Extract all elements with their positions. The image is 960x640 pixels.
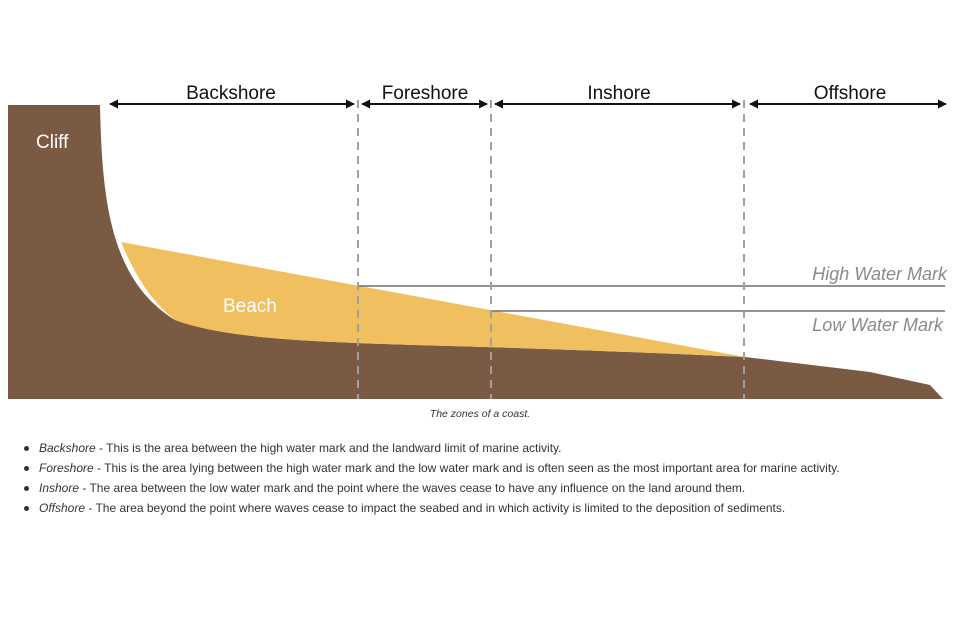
definition-item-foreshore: Foreshore - This is the area lying betwe… [22,458,840,478]
beach-shape [121,242,745,357]
definition-item-inshore: Inshore - The area between the low water… [22,478,840,498]
cliff-and-seabed-shape [8,105,943,399]
definition-term: Offshore [39,501,86,515]
zone-definitions-list: Backshore - This is the area between the… [22,438,840,518]
definition-item-backshore: Backshore - This is the area between the… [22,438,840,458]
definition-text: - This is the area between the high wate… [95,441,562,455]
definition-text: - The area between the low water mark an… [79,481,746,495]
definition-term: Foreshore [39,461,94,475]
low-water-mark-label: Low Water Mark [812,315,944,335]
high-water-mark-label: High Water Mark [812,264,948,284]
zone-label-backshore: Backshore [186,83,276,104]
definition-text: - The area beyond the point where waves … [85,501,786,515]
definition-item-offshore: Offshore - The area beyond the point whe… [22,498,840,518]
definition-term: Backshore [39,441,96,455]
beach-label: Beach [223,296,277,317]
zone-label-foreshore: Foreshore [382,83,469,104]
coast-zones-diagram: Backshore Foreshore Inshore Offshore Cli… [8,83,948,399]
zone-label-offshore: Offshore [814,83,887,104]
cliff-label: Cliff [36,132,69,153]
figure-caption: The zones of a coast. [429,408,531,420]
definition-term: Inshore [39,481,80,495]
definition-text: - This is the area lying between the hig… [93,461,840,475]
zone-label-inshore: Inshore [587,83,650,104]
